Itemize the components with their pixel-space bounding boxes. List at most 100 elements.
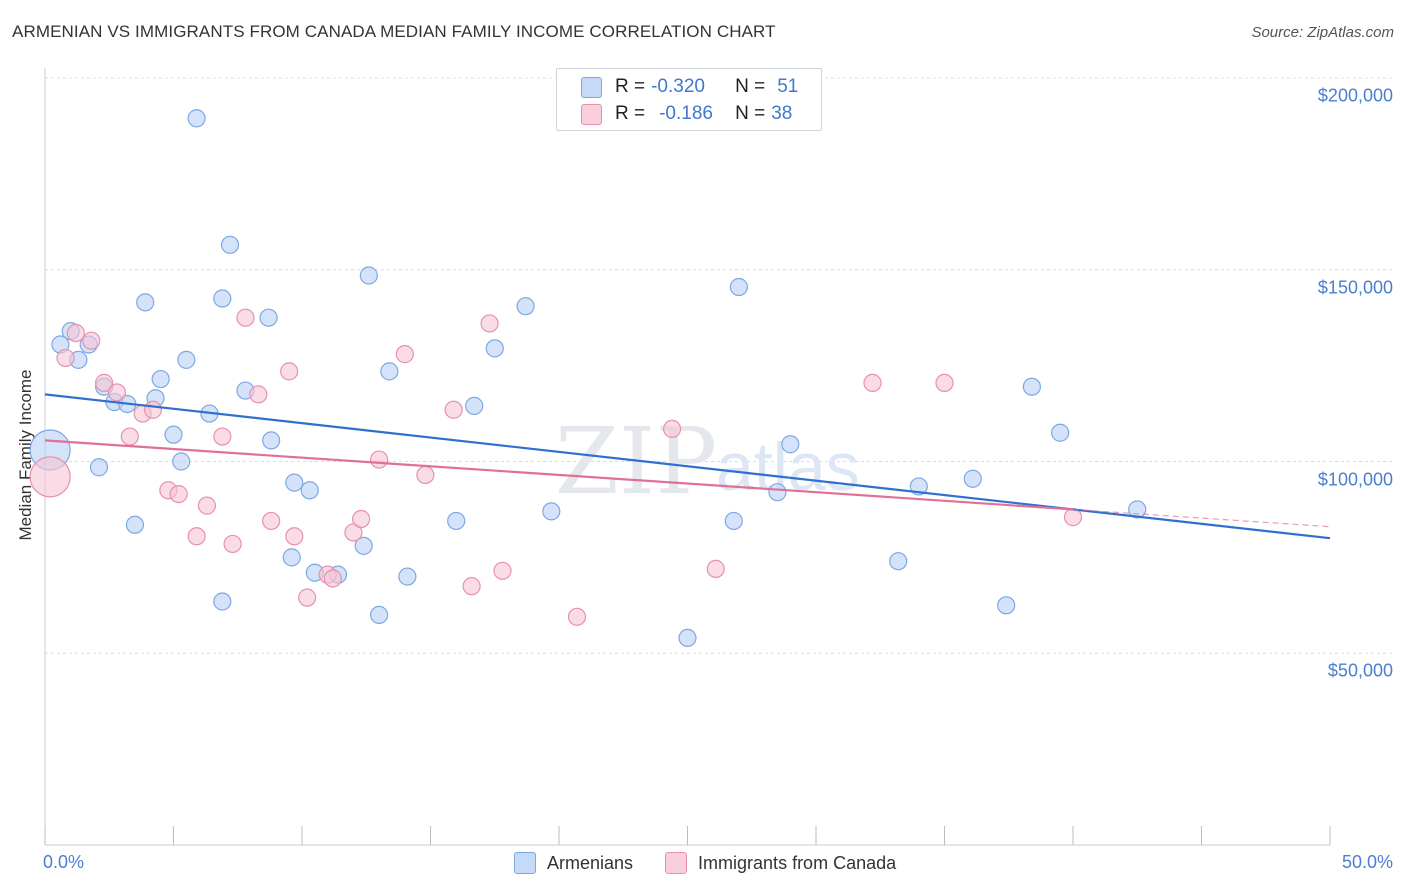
armenians-point	[259, 308, 278, 327]
correlation-legend: R = -0.320 N = 51 R = -0.186 N = 38	[556, 68, 822, 131]
armenians-point	[1051, 423, 1070, 442]
n-label: N =	[735, 103, 766, 124]
canada-point	[480, 314, 499, 333]
armenians-point	[285, 473, 304, 492]
armenians-point	[125, 515, 145, 534]
x-tick-min: 0.0%	[43, 852, 85, 872]
canada-point	[29, 456, 71, 498]
r-label: R =	[615, 103, 646, 124]
legend-row-armenians: R = -0.320 N = 51	[581, 75, 798, 99]
n-label: N =	[735, 76, 766, 97]
armenians-point	[282, 548, 301, 567]
armenians-point	[997, 596, 1016, 615]
armenians-point	[220, 235, 240, 254]
armenians-point	[359, 266, 378, 285]
canada-point	[280, 362, 299, 381]
armenians-point	[678, 628, 697, 648]
armenians-point	[213, 289, 232, 308]
canada-point	[706, 559, 725, 578]
series-legend: Armenians Immigrants from Canada	[514, 852, 928, 874]
armenians-point	[1022, 377, 1041, 396]
legend-label-canada: Immigrants from Canada	[698, 852, 897, 873]
canada-point	[95, 373, 114, 392]
armenians-point	[889, 552, 908, 571]
canada-swatch	[581, 103, 602, 125]
canada-point	[370, 450, 389, 469]
canada-point	[298, 588, 317, 607]
armenians-point	[177, 350, 196, 369]
canada-point	[323, 569, 342, 588]
r-label: R =	[615, 76, 646, 97]
legend-item-armenians: Armenians	[514, 852, 633, 874]
armenians-point	[724, 511, 743, 531]
armenians-point	[768, 483, 787, 502]
canada-trend-extension	[1072, 508, 1331, 528]
trend-lines	[44, 393, 1331, 540]
armenians-point	[781, 435, 800, 454]
armenians-point	[164, 425, 183, 444]
canada-point	[169, 484, 188, 504]
n-value: 38	[771, 103, 793, 124]
canada-point	[56, 348, 75, 368]
r-value: -0.320	[651, 76, 705, 97]
armenians-legend-swatch	[514, 852, 536, 874]
armenians-swatch	[581, 76, 602, 98]
armenians-point	[380, 362, 399, 381]
r-value: -0.186	[659, 103, 713, 124]
canada-point	[935, 373, 954, 392]
canada-point	[107, 383, 127, 402]
canada-point	[223, 534, 242, 554]
canada-point	[82, 331, 101, 350]
canada-trend-line	[44, 439, 1074, 511]
armenians-point	[542, 502, 561, 521]
legend-label-armenians: Armenians	[547, 852, 634, 873]
data-points	[29, 109, 1147, 648]
armenians-point	[516, 297, 535, 316]
canada-point	[197, 496, 217, 515]
armenians-point	[89, 458, 109, 477]
chart-title: ARMENIAN VS IMMIGRANTS FROM CANADA MEDIA…	[12, 22, 776, 41]
canada-point	[143, 400, 163, 419]
armenians-point	[300, 481, 319, 500]
armenians-point	[370, 605, 389, 625]
armenians-point	[172, 452, 191, 471]
canada-point	[262, 511, 281, 531]
x-tick-max: 50.0%	[1341, 852, 1393, 872]
y-tick-label: $100,000	[1317, 469, 1393, 489]
y-tick-label: $150,000	[1317, 277, 1393, 298]
canada-point	[66, 323, 85, 343]
canada-point	[120, 427, 139, 446]
canada-point	[462, 577, 481, 596]
y-tick-label: $50,000	[1327, 660, 1393, 681]
armenians-point	[465, 396, 484, 415]
armenians-point	[187, 109, 206, 128]
canada-point	[187, 527, 206, 546]
armenians-point	[398, 567, 417, 586]
canada-point	[444, 400, 463, 419]
canada-point	[863, 373, 882, 392]
armenians-point	[213, 592, 232, 611]
armenians-point	[354, 536, 373, 555]
armenians-point	[485, 339, 504, 358]
canada-point	[344, 523, 363, 542]
n-value: 51	[777, 76, 799, 97]
armenians-point	[963, 469, 982, 488]
armenians-point	[136, 293, 155, 312]
watermark: ZIP atlas	[555, 408, 860, 515]
canada-point	[416, 465, 435, 485]
armenians-point	[262, 431, 281, 450]
canada-point	[285, 527, 304, 546]
armenians-point	[151, 369, 170, 389]
canada-point	[236, 308, 255, 327]
canada-point	[249, 385, 268, 404]
source-label: Source: ZipAtlas.com	[1251, 24, 1394, 41]
armenians-point	[729, 277, 749, 297]
canada-legend-swatch	[665, 852, 688, 874]
armenians-trend-line	[44, 393, 1331, 540]
legend-row-canada: R = -0.186 N = 38	[581, 102, 792, 126]
canada-point	[493, 561, 512, 580]
y-tick-label: $200,000	[1317, 85, 1393, 106]
canada-point	[395, 345, 414, 364]
armenians-point	[447, 511, 466, 531]
